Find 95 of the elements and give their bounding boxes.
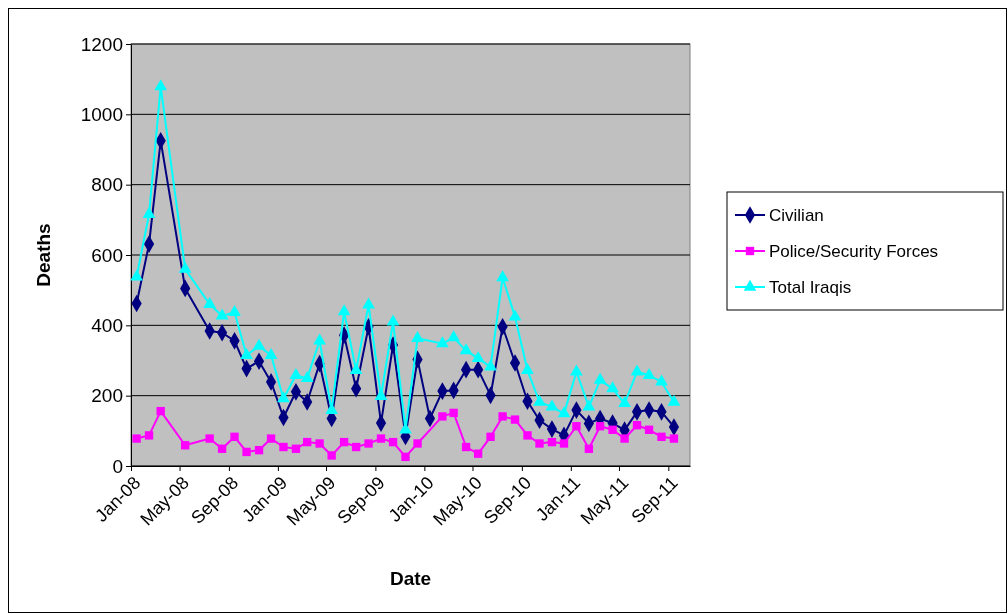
point xyxy=(618,396,631,408)
point xyxy=(595,422,605,431)
point xyxy=(655,374,668,386)
point xyxy=(496,270,509,282)
point xyxy=(277,391,290,403)
point xyxy=(473,449,483,458)
y-tick-label: 600 xyxy=(91,244,123,266)
point xyxy=(572,422,581,431)
point xyxy=(130,269,143,281)
point xyxy=(436,336,449,348)
point xyxy=(302,437,312,447)
point xyxy=(254,445,264,455)
point xyxy=(471,351,485,363)
point xyxy=(315,439,324,448)
point xyxy=(374,389,388,401)
point xyxy=(289,367,303,379)
point xyxy=(547,437,557,447)
point xyxy=(252,338,266,350)
y-tick-label: 1000 xyxy=(80,103,123,125)
point xyxy=(401,452,410,462)
point xyxy=(669,434,679,443)
y-axis-title: Deaths xyxy=(33,223,54,287)
point xyxy=(228,304,241,316)
point xyxy=(339,437,349,447)
point xyxy=(215,308,229,320)
point xyxy=(632,421,642,430)
point xyxy=(447,330,460,342)
point xyxy=(240,347,253,359)
point xyxy=(486,432,495,441)
point xyxy=(203,296,217,308)
point xyxy=(154,79,168,91)
point xyxy=(523,431,532,440)
point xyxy=(584,444,594,453)
point xyxy=(461,442,471,452)
point xyxy=(449,408,458,418)
point xyxy=(521,363,534,375)
y-tick-label: 800 xyxy=(91,174,123,196)
point xyxy=(376,434,386,443)
point xyxy=(205,434,214,443)
point xyxy=(608,425,617,434)
point xyxy=(291,444,301,453)
point xyxy=(386,314,400,326)
point xyxy=(667,394,681,406)
y-tick-label: 200 xyxy=(91,385,123,407)
point xyxy=(533,394,546,406)
point xyxy=(510,415,520,424)
point xyxy=(242,447,251,457)
point xyxy=(484,359,497,371)
point xyxy=(459,343,473,355)
legend-label: Total Iraqis xyxy=(769,278,852,297)
point xyxy=(156,406,165,416)
point xyxy=(498,412,507,421)
point xyxy=(582,399,596,411)
y-tick-label: 400 xyxy=(91,314,123,336)
point xyxy=(337,304,351,316)
point xyxy=(388,437,398,447)
point xyxy=(264,347,278,359)
point xyxy=(606,381,619,393)
point xyxy=(266,434,276,443)
point xyxy=(230,432,239,441)
point xyxy=(327,451,336,460)
y-tick-label: 1200 xyxy=(80,33,123,55)
point xyxy=(351,442,361,452)
point xyxy=(545,399,559,411)
point xyxy=(593,372,607,384)
point xyxy=(642,367,656,379)
point xyxy=(557,406,571,418)
point xyxy=(570,364,583,376)
point xyxy=(142,206,156,218)
point xyxy=(413,439,422,448)
point xyxy=(178,261,192,273)
point xyxy=(438,412,447,421)
y-tick-label: 0 xyxy=(112,455,123,477)
legend-label: Police/Security Forces xyxy=(769,242,939,261)
x-axis-title: Date xyxy=(389,568,432,589)
point xyxy=(411,331,424,343)
point xyxy=(300,371,314,383)
point xyxy=(325,403,338,415)
point xyxy=(132,434,141,443)
point xyxy=(217,444,227,453)
point xyxy=(180,441,190,450)
point xyxy=(657,432,666,441)
point xyxy=(559,439,569,448)
point xyxy=(144,431,154,440)
legend-label: Civilian xyxy=(769,206,824,225)
point xyxy=(279,442,288,452)
point xyxy=(364,439,373,448)
point xyxy=(362,297,375,309)
point xyxy=(644,425,654,434)
point xyxy=(349,363,363,375)
point xyxy=(313,333,326,345)
point xyxy=(535,439,544,448)
point xyxy=(508,309,522,321)
point xyxy=(620,434,629,443)
point xyxy=(630,364,644,376)
